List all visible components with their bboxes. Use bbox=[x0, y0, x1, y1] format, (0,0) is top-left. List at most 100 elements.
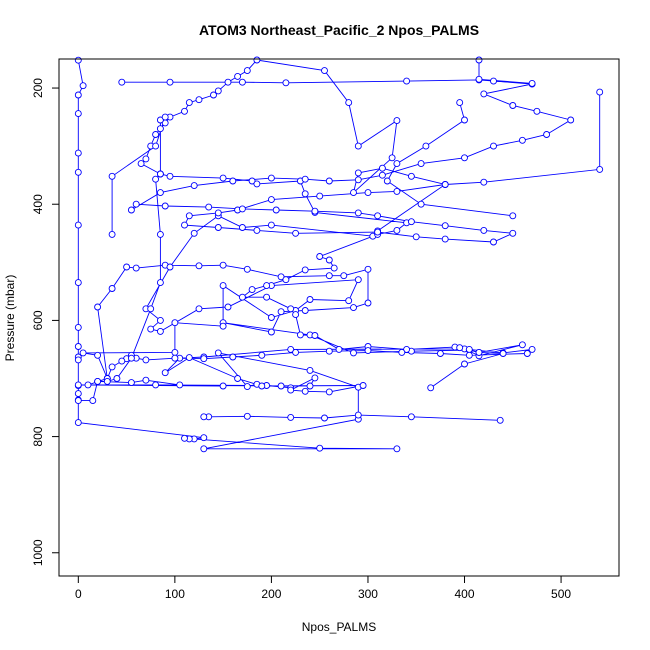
data-point bbox=[161, 369, 169, 377]
data-point bbox=[171, 354, 179, 362]
data-point bbox=[523, 350, 531, 357]
chart-title: ATOM3 Northeast_Pacific_2 Npos_PALMS bbox=[199, 22, 479, 38]
data-point bbox=[142, 356, 150, 364]
series-line bbox=[203, 414, 501, 421]
data-point bbox=[156, 125, 164, 133]
data-point bbox=[74, 91, 82, 99]
data-point bbox=[407, 172, 415, 180]
data-point bbox=[272, 206, 280, 214]
data-point bbox=[354, 176, 362, 184]
data-point bbox=[287, 413, 295, 421]
data-point bbox=[350, 304, 357, 312]
data-point bbox=[166, 78, 174, 86]
data-point bbox=[364, 189, 372, 197]
data-point bbox=[465, 345, 473, 353]
data-point bbox=[350, 189, 357, 197]
data-point bbox=[74, 168, 82, 176]
data-point bbox=[205, 203, 213, 211]
data-point bbox=[292, 348, 300, 356]
data-point bbox=[518, 136, 526, 144]
data-point bbox=[403, 345, 411, 353]
data-point bbox=[359, 382, 367, 389]
data-point bbox=[200, 413, 208, 421]
data-point bbox=[330, 264, 338, 272]
data-point bbox=[214, 87, 222, 95]
data-point bbox=[152, 142, 160, 150]
data-point bbox=[475, 348, 483, 356]
data-point bbox=[393, 160, 401, 168]
data-point bbox=[528, 79, 536, 87]
data-point bbox=[74, 279, 82, 287]
data-point bbox=[378, 171, 386, 179]
data-point bbox=[156, 279, 164, 287]
data-point bbox=[480, 90, 488, 98]
data-point bbox=[166, 172, 174, 180]
data-point bbox=[219, 174, 227, 182]
data-point bbox=[316, 192, 324, 200]
data-point bbox=[142, 155, 150, 163]
data-point bbox=[282, 276, 290, 284]
data-point bbox=[465, 351, 473, 359]
data-point bbox=[190, 229, 198, 237]
data-point bbox=[441, 222, 449, 230]
data-point bbox=[301, 190, 309, 198]
data-point bbox=[417, 200, 425, 208]
data-point bbox=[108, 285, 116, 292]
data-point bbox=[292, 311, 300, 319]
data-point bbox=[210, 91, 217, 99]
data-point bbox=[509, 229, 517, 237]
data-point bbox=[354, 169, 362, 177]
data-point bbox=[200, 445, 208, 453]
data-point bbox=[441, 181, 449, 188]
data-point bbox=[407, 218, 415, 226]
data-point bbox=[263, 282, 271, 290]
data-point bbox=[267, 314, 275, 321]
data-point bbox=[306, 382, 314, 390]
data-point bbox=[509, 102, 517, 109]
data-point bbox=[383, 177, 391, 185]
data-point bbox=[243, 412, 251, 420]
data-point bbox=[480, 178, 488, 186]
series-line bbox=[478, 60, 533, 84]
data-point bbox=[393, 117, 401, 125]
data-point bbox=[132, 264, 140, 272]
data-point bbox=[311, 207, 319, 215]
y-axis: 200 400 600 800 1000 bbox=[31, 78, 60, 566]
x-tick-label: 0 bbox=[75, 587, 82, 601]
data-point bbox=[301, 387, 309, 395]
data-point bbox=[127, 206, 135, 214]
data-point bbox=[287, 305, 295, 313]
x-axis-label: Npos_PALMS bbox=[302, 620, 376, 634]
x-tick-label: 200 bbox=[261, 587, 281, 601]
data-point bbox=[94, 377, 102, 385]
data-point bbox=[267, 328, 275, 336]
data-point bbox=[74, 56, 82, 64]
data-point bbox=[181, 221, 188, 229]
data-point bbox=[350, 349, 357, 357]
data-point bbox=[354, 411, 362, 419]
data-point bbox=[354, 209, 362, 217]
data-point bbox=[461, 116, 468, 124]
data-point bbox=[325, 256, 333, 264]
data-point bbox=[74, 381, 82, 389]
data-point bbox=[127, 354, 135, 362]
data-point bbox=[567, 116, 575, 124]
data-point bbox=[142, 376, 150, 384]
data-point bbox=[374, 212, 382, 220]
data-point bbox=[195, 305, 203, 313]
data-point bbox=[277, 382, 285, 390]
data-point bbox=[253, 56, 261, 64]
data-point bbox=[596, 165, 604, 173]
data-point bbox=[509, 212, 517, 220]
data-point bbox=[456, 99, 464, 107]
data-point bbox=[490, 142, 497, 150]
data-point bbox=[171, 348, 179, 356]
x-tick-label: 500 bbox=[551, 587, 571, 601]
data-point bbox=[224, 78, 232, 86]
data-point bbox=[417, 160, 425, 168]
data-point bbox=[277, 308, 285, 316]
data-point bbox=[74, 390, 82, 398]
data-point bbox=[301, 266, 309, 274]
y-tick-label: 1000 bbox=[31, 539, 45, 566]
data-point bbox=[311, 374, 319, 382]
